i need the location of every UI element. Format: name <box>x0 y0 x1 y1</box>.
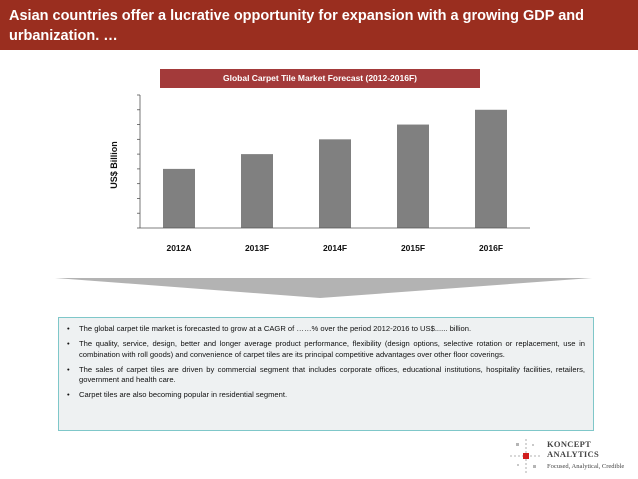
note-text: The sales of carpet tiles are driven by … <box>79 364 585 385</box>
logo-name: KONCEPT ANALYTICS <box>547 439 599 459</box>
bar-2016F <box>475 109 507 228</box>
bullet: • <box>67 324 70 333</box>
logo-icon <box>510 439 542 473</box>
logo-tagline: Focused, Analytical, Credible <box>547 463 625 470</box>
slide-title: Asian countries offer a lucrative opport… <box>9 8 584 44</box>
bar-2014F <box>319 139 351 228</box>
bar-2015F <box>397 124 429 228</box>
x-tick-label: 2012A <box>166 243 191 253</box>
axis-layer <box>137 94 530 229</box>
note-item: • The quality, service, design, better an… <box>67 339 585 360</box>
logo-line1: KONCEPT <box>547 439 592 449</box>
x-tick-label: 2015F <box>401 243 425 253</box>
note-item: • The sales of carpet tiles are driven by… <box>67 365 585 386</box>
slide-header: Asian countries offer a lucrative opport… <box>0 0 638 50</box>
note-text: The global carpet tile market is forecas… <box>79 324 472 333</box>
note-item: • The global carpet tile market is foreca… <box>67 324 585 334</box>
bar-2013F <box>241 154 273 228</box>
chart-title: Global Carpet Tile Market Forecast (2012… <box>160 69 480 88</box>
notes-list: • The global carpet tile market is foreca… <box>67 324 585 401</box>
bullet: • <box>67 364 70 374</box>
note-item: • Carpet tiles are also becoming popular … <box>67 390 585 400</box>
bar-2012A <box>163 168 195 228</box>
notes-box: • The global carpet tile market is foreca… <box>58 317 594 431</box>
x-tick-labels: 2012A 2013F 2014F 2015F 2016F <box>166 243 503 253</box>
bullet: • <box>67 339 70 349</box>
bars-layer <box>163 109 507 228</box>
note-text: Carpet tiles are also becoming popular i… <box>79 390 288 400</box>
x-tick-label: 2014F <box>323 243 347 253</box>
x-tick-label: 2013F <box>245 243 269 253</box>
logo-mark <box>510 439 542 473</box>
note-text: The quality, service, design, better and… <box>79 339 585 359</box>
logo-line2: ANALYTICS <box>547 449 599 459</box>
down-arrow <box>55 278 592 298</box>
x-tick-label: 2016F <box>479 243 503 253</box>
bullet: • <box>67 390 70 400</box>
